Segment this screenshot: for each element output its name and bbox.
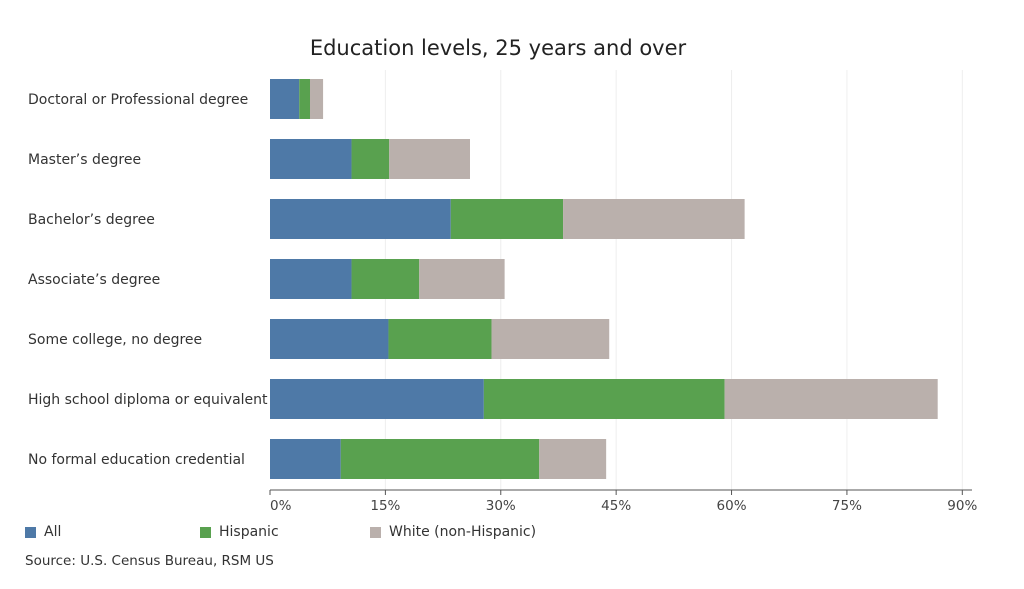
legend-label-hispanic: Hispanic xyxy=(219,524,279,540)
gridlines xyxy=(384,70,963,490)
source-note: Source: U.S. Census Bureau, RSM US xyxy=(25,553,274,569)
category-label-some-college-no-degree: Some college, no degree xyxy=(28,332,202,348)
category-label-master-s-degree: Master’s degree xyxy=(28,152,141,168)
x-tick-label-75: 75% xyxy=(832,498,862,514)
legend: All Hispanic White (non-Hispanic) xyxy=(25,524,1005,544)
bar-associate-s-degree-hispanic xyxy=(351,259,420,299)
bars xyxy=(270,79,938,479)
x-tick-label-90: 90% xyxy=(947,498,977,514)
bar-no-formal-education-credential-white-non-hispanic xyxy=(539,439,607,479)
legend-swatch-all xyxy=(25,526,36,538)
category-label-high-school-diploma-or-equivalent: High school diploma or equivalent xyxy=(28,392,268,408)
bar-high-school-diploma-or-equivalent-hispanic xyxy=(483,379,725,419)
x-tick-label-45: 45% xyxy=(601,498,631,514)
bar-no-formal-education-credential-all xyxy=(270,439,341,479)
bar-some-college-no-degree-white-non-hispanic xyxy=(491,319,610,359)
category-label-bachelor-s-degree: Bachelor’s degree xyxy=(28,212,155,228)
bar-master-s-degree-hispanic xyxy=(351,139,390,179)
x-axis: 0% 15% 30% 45% 60% 75% 90% xyxy=(269,489,977,514)
bar-master-s-degree-all xyxy=(270,139,352,179)
bar-doctoral-or-professional-degree-all xyxy=(270,79,300,119)
bar-bachelor-s-degree-all xyxy=(270,199,451,239)
bar-bachelor-s-degree-white-non-hispanic xyxy=(563,199,745,239)
bar-doctoral-or-professional-degree-hispanic xyxy=(299,79,310,119)
x-tick-label-60: 60% xyxy=(717,498,747,514)
bar-associate-s-degree-white-non-hispanic xyxy=(419,259,505,299)
category-label-doctoral-or-professional-degree: Doctoral or Professional degree xyxy=(28,92,248,108)
bar-bachelor-s-degree-hispanic xyxy=(450,199,564,239)
legend-label-white-non-hispanic: White (non-Hispanic) xyxy=(389,524,537,540)
bar-doctoral-or-professional-degree-white-non-hispanic xyxy=(310,79,324,119)
category-labels: Doctoral or Professional degree Master’s … xyxy=(28,92,268,468)
x-tick-label-0: 0% xyxy=(270,498,292,514)
bar-no-formal-education-credential-hispanic xyxy=(340,439,540,479)
legend-item-all: All xyxy=(25,524,61,540)
education-levels-chart: Education levels, 25 years and over Doct… xyxy=(28,36,977,514)
legend-label-all: All xyxy=(44,524,62,540)
x-tick-label-15: 15% xyxy=(370,498,400,514)
legend-swatch-hispanic xyxy=(200,526,211,538)
category-label-associate-s-degree: Associate’s degree xyxy=(28,272,160,288)
bar-high-school-diploma-or-equivalent-all xyxy=(270,379,484,419)
bar-associate-s-degree-all xyxy=(270,259,352,299)
bar-master-s-degree-white-non-hispanic xyxy=(389,139,470,179)
legend-swatch-white-non-hispanic xyxy=(370,526,381,538)
chart-title: Education levels, 25 years and over xyxy=(310,36,687,60)
bar-some-college-no-degree-hispanic xyxy=(388,319,492,359)
legend-item-hispanic: Hispanic xyxy=(200,524,279,540)
category-label-no-formal-education-credential: No formal education credential xyxy=(28,452,245,468)
x-tick-label-30: 30% xyxy=(486,498,516,514)
bar-high-school-diploma-or-equivalent-white-non-hispanic xyxy=(724,379,938,419)
legend-item-white-non-hispanic: White (non-Hispanic) xyxy=(370,524,536,540)
bar-some-college-no-degree-all xyxy=(270,319,389,359)
